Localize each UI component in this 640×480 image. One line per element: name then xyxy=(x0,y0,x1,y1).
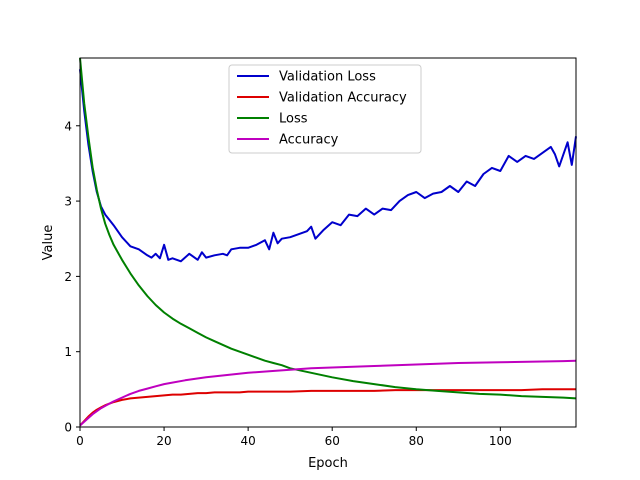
x-axis-ticks: 0 20 40 60 80 100 xyxy=(76,427,512,448)
y-tick-label: 0 xyxy=(64,421,72,435)
y-tick-label: 3 xyxy=(64,195,72,209)
series-line-accuracy xyxy=(79,359,577,427)
series-line-loss xyxy=(79,57,577,400)
x-tick-label: 20 xyxy=(156,434,171,448)
x-axis-label: Epoch xyxy=(308,456,348,471)
y-tick-label: 1 xyxy=(64,345,72,359)
series-line-validation-loss xyxy=(79,69,577,263)
legend-label-validation-loss: Validation Loss xyxy=(279,70,376,85)
y-tick-label: 4 xyxy=(64,119,72,133)
x-tick-label: 60 xyxy=(325,434,340,448)
legend: Validation Loss Validation Accuracy Loss Ac… xyxy=(228,64,422,154)
x-tick-label: 0 xyxy=(76,434,84,448)
y-tick-label: 2 xyxy=(64,270,72,284)
series-layer xyxy=(79,57,577,427)
plot-frame xyxy=(79,57,577,428)
legend-label-accuracy: Accuracy xyxy=(279,133,339,148)
legend-label-loss: Loss xyxy=(279,112,308,127)
x-tick-label: 80 xyxy=(409,434,424,448)
y-axis-label: Value xyxy=(41,225,56,261)
y-axis-ticks: 0 1 2 3 4 xyxy=(64,119,80,435)
legend-box xyxy=(228,64,422,154)
x-tick-label: 40 xyxy=(240,434,255,448)
legend-label-validation-accuracy: Validation Accuracy xyxy=(279,91,407,106)
x-tick-label: 100 xyxy=(489,434,512,448)
